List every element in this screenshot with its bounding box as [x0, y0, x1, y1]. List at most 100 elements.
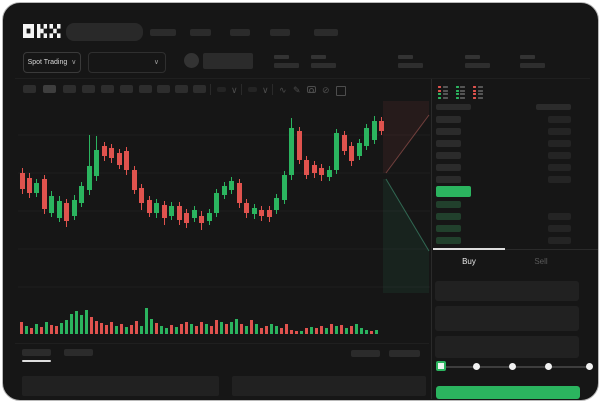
- toggle-row: [473, 89, 483, 92]
- bottom-tab[interactable]: [64, 349, 93, 356]
- ask-amount-placeholder: [548, 176, 571, 183]
- divider: [210, 84, 211, 95]
- timeframe-button[interactable]: [43, 85, 56, 93]
- ask-price-placeholder[interactable]: [436, 164, 461, 171]
- color-block: [455, 89, 459, 92]
- stat-value-placeholder: [398, 63, 423, 68]
- tab-sell[interactable]: Sell: [534, 257, 548, 266]
- nav-item-placeholder[interactable]: [230, 29, 250, 36]
- pencil-icon[interactable]: ✎: [293, 85, 301, 95]
- ask-price-placeholder[interactable]: [436, 176, 461, 183]
- color-block: [455, 86, 459, 88]
- view-toggle-combined-book-icon[interactable]: [437, 85, 449, 100]
- line-block: [477, 86, 483, 88]
- gear-icon[interactable]: ⊘: [322, 85, 330, 95]
- nav-item-placeholder[interactable]: [190, 29, 211, 36]
- line-block: [477, 96, 483, 99]
- tab-buy[interactable]: Buy: [462, 257, 476, 266]
- ticker-stat-group: [520, 55, 545, 68]
- nav-item-placeholder[interactable]: [270, 29, 290, 36]
- timeframe-button[interactable]: [23, 85, 36, 93]
- ask-price-placeholder[interactable]: [436, 152, 461, 159]
- pair-name-placeholder: [203, 53, 253, 69]
- orders-panel-placeholder: [22, 376, 219, 396]
- chevron-down-icon[interactable]: ∨: [262, 85, 269, 95]
- bid-price-placeholder[interactable]: [436, 225, 461, 232]
- view-toggle-asks-only-icon[interactable]: [472, 85, 484, 100]
- chevron-down-icon: ∨: [71, 59, 77, 66]
- ask-price-placeholder[interactable]: [436, 116, 461, 123]
- timeframe-button[interactable]: [82, 85, 95, 93]
- stat-label-placeholder: [398, 55, 413, 59]
- color-block: [438, 93, 441, 95]
- chevron-down-icon[interactable]: ∨: [231, 85, 238, 95]
- market-type-selector[interactable]: Spot Trading ∨: [23, 52, 81, 73]
- line-block: [460, 93, 465, 95]
- color-block: [455, 93, 459, 95]
- toggle-row: [438, 93, 448, 95]
- amount-slider-track[interactable]: [442, 366, 590, 368]
- timeframe-button[interactable]: [139, 85, 152, 93]
- timeframe-button[interactable]: [157, 85, 170, 93]
- color-block: [455, 96, 459, 99]
- toggle-row: [473, 96, 483, 99]
- orders-panel-placeholder: [232, 376, 426, 396]
- slider-stop-dot[interactable]: [473, 363, 480, 370]
- toggle-row: [473, 86, 483, 88]
- toggle-row: [438, 86, 448, 88]
- wave-icon[interactable]: ∿: [279, 85, 287, 95]
- bottom-control[interactable]: [389, 350, 420, 357]
- nav-item-placeholder[interactable]: [150, 29, 176, 36]
- timeframe-button[interactable]: [120, 85, 133, 93]
- ask-price-placeholder[interactable]: [436, 140, 461, 147]
- timeframe-button[interactable]: [63, 85, 76, 93]
- buy-submit-button[interactable]: [436, 386, 580, 399]
- price-field[interactable]: [435, 281, 579, 301]
- last-price-pill[interactable]: [436, 186, 471, 197]
- line-block: [460, 89, 465, 92]
- view-toggle-bids-only-icon[interactable]: [455, 85, 467, 100]
- slider-stop-dot[interactable]: [509, 363, 516, 370]
- overlay-dropdown[interactable]: [248, 87, 257, 92]
- timeframe-button[interactable]: [101, 85, 114, 93]
- line-block: [460, 96, 465, 99]
- ticker-stat-group: [274, 55, 299, 68]
- ask-price-placeholder[interactable]: [436, 128, 461, 135]
- color-block: [438, 86, 441, 88]
- color-block: [438, 89, 441, 92]
- line-block: [477, 89, 483, 92]
- nav-item-placeholder[interactable]: [314, 29, 338, 36]
- bottom-control[interactable]: [351, 350, 380, 357]
- toggle-row: [473, 93, 483, 95]
- color-block: [473, 96, 476, 99]
- toggle-row: [455, 96, 465, 99]
- bid-price-placeholder[interactable]: [436, 237, 461, 244]
- amount-slider-handle[interactable]: [436, 361, 446, 371]
- indicator-dropdown[interactable]: [217, 87, 226, 92]
- timeframe-button[interactable]: [193, 85, 206, 93]
- pair-selector[interactable]: ∨: [88, 52, 166, 73]
- search-input[interactable]: [66, 23, 143, 41]
- amount-field[interactable]: [435, 306, 579, 331]
- okx-logo: [23, 24, 61, 38]
- line-block: [442, 96, 448, 99]
- camera-icon[interactable]: [307, 86, 316, 93]
- toggle-row: [455, 93, 465, 95]
- divider: [15, 78, 590, 79]
- toggle-row: [438, 96, 448, 99]
- stat-label-placeholder: [274, 55, 289, 59]
- slider-stop-dot[interactable]: [586, 363, 593, 370]
- chevron-down-icon: ∨: [153, 59, 159, 66]
- expand-icon[interactable]: [336, 86, 346, 96]
- line-block: [442, 89, 448, 92]
- total-field[interactable]: [435, 336, 579, 358]
- bottom-tab-active[interactable]: [22, 349, 51, 356]
- timeframe-button[interactable]: [175, 85, 188, 93]
- ask-amount-placeholder: [548, 116, 571, 123]
- coin-icon: [184, 53, 199, 68]
- bid-price-placeholder[interactable]: [436, 201, 461, 208]
- slider-stop-dot[interactable]: [545, 363, 552, 370]
- ticker-stat-group: [465, 55, 490, 68]
- bid-price-placeholder[interactable]: [436, 213, 461, 220]
- market-type-label: Spot Trading: [27, 59, 68, 66]
